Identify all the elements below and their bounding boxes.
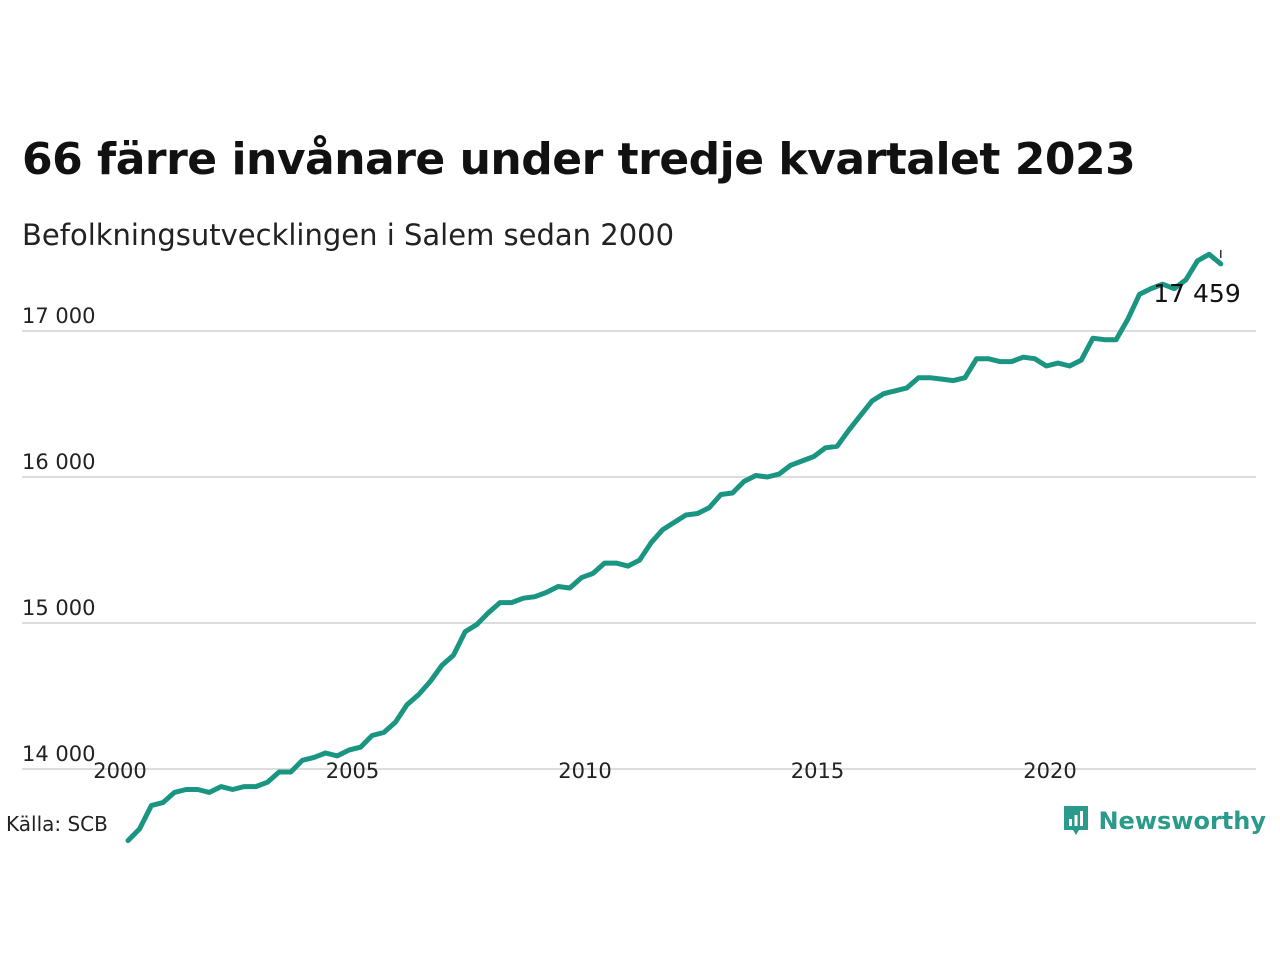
chart-title: 66 färre invånare under tredje kvartalet… (22, 134, 1136, 185)
x-tick-label: 2005 (326, 759, 379, 783)
series-line (125, 251, 1224, 844)
y-tick-label: 16 000 (22, 450, 95, 474)
series-population (125, 251, 1224, 844)
y-tick-label: 17 000 (22, 304, 95, 328)
x-axis-ticks: 2000 2005 2010 2015 2020 (93, 759, 1076, 783)
brand-logo: Newsworthy (1062, 804, 1266, 838)
gridlines (22, 329, 1256, 771)
brand-name: Newsworthy (1098, 807, 1266, 835)
end-value-label: 17 459 (1153, 279, 1240, 308)
x-tick-label: 2015 (791, 759, 844, 783)
y-tick-label: 14 000 (22, 742, 95, 766)
newsworthy-icon (1064, 806, 1089, 835)
y-tick-label: 15 000 (22, 596, 95, 620)
x-tick-label: 2000 (93, 759, 146, 783)
y-axis-ticks: 14 000 15 000 16 000 17 000 (22, 304, 95, 766)
end-label: 17 459 (1153, 249, 1241, 308)
x-tick-label: 2020 (1023, 759, 1076, 783)
chart-subtitle: Befolkningsutvecklingen i Salem sedan 20… (22, 218, 675, 252)
x-tick-label: 2010 (558, 759, 611, 783)
source-note: Källa: SCB (6, 812, 108, 836)
